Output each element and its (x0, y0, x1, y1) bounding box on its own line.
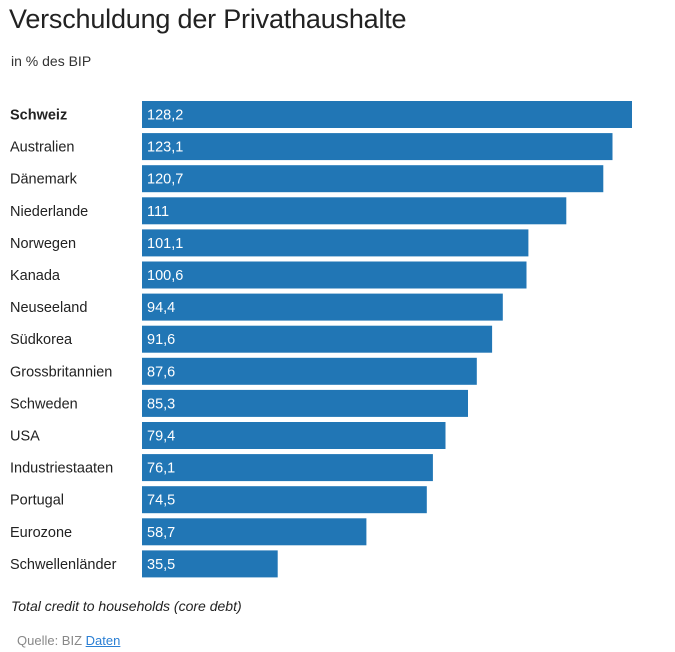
bar (142, 389, 468, 417)
bar-value-label: 76,1 (147, 461, 175, 477)
bar (142, 486, 427, 514)
category-label: Grossbritannien (10, 364, 112, 380)
bar-value-label: 111 (147, 204, 169, 220)
chart-note: Total credit to households (core debt) (11, 598, 242, 614)
category-label: Schwellenländer (10, 557, 117, 573)
bar-value-label: 120,7 (147, 172, 183, 188)
bar (142, 101, 632, 128)
bar-value-label: 123,1 (147, 140, 183, 156)
chart-title: Verschuldung der Privathaushalte (9, 4, 407, 34)
bar (142, 165, 604, 193)
bar (142, 229, 529, 257)
source-line: Quelle: BIZ Daten (17, 633, 120, 648)
bar-value-label: 79,4 (147, 429, 175, 445)
category-label: Dänemark (10, 172, 78, 188)
bar-value-label: 85,3 (147, 396, 175, 412)
bar-value-label: 91,6 (147, 332, 175, 348)
category-label: Industriestaaten (10, 461, 113, 477)
category-label: Portugal (10, 493, 64, 509)
bar-value-label: 100,6 (147, 268, 183, 284)
category-label: Kanada (10, 268, 61, 284)
category-label: Schweiz (10, 108, 67, 124)
bar (142, 261, 527, 289)
bar (142, 454, 433, 482)
bar-value-label: 128,2 (147, 108, 183, 124)
category-label: USA (10, 429, 40, 445)
bar (142, 197, 567, 225)
bar-value-label: 74,5 (147, 493, 175, 509)
bar-chart: Schweiz 128,2 Australien 123,1 Dänemark 120,7… (10, 101, 632, 578)
bar (142, 357, 477, 385)
category-label: Niederlande (10, 204, 88, 220)
bar (142, 550, 278, 578)
bar (142, 518, 367, 546)
source-data-link[interactable]: Daten (85, 633, 121, 648)
bar (142, 422, 446, 449)
bar (142, 133, 613, 161)
bar (142, 293, 503, 321)
bar (142, 325, 493, 353)
category-label: Australien (10, 140, 74, 156)
source-label: Quelle: BIZ (17, 633, 83, 648)
bar-value-label: 35,5 (147, 557, 175, 573)
bar-value-label: 101,1 (147, 236, 183, 252)
category-label: Neuseeland (10, 300, 87, 316)
bar-value-label: 58,7 (147, 525, 175, 541)
category-label: Norwegen (10, 236, 76, 252)
chart-subtitle: in % des BIP (11, 53, 92, 69)
bar-value-label: 87,6 (147, 364, 175, 380)
bar-value-label: 94,4 (147, 300, 175, 316)
category-label: Eurozone (10, 525, 72, 541)
category-label: Schweden (10, 396, 78, 412)
category-label: Südkorea (10, 332, 73, 348)
